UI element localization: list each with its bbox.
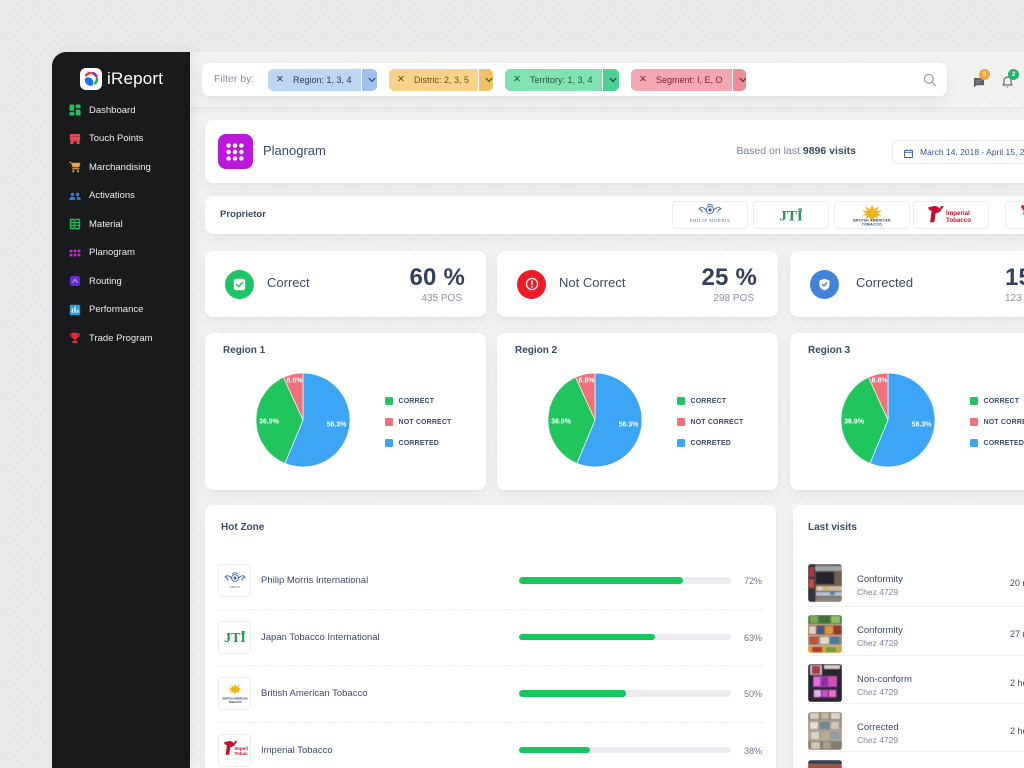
- svg-text:JTI: JTI: [779, 209, 803, 225]
- svg-text:36.9%: 36.9%: [551, 419, 572, 426]
- svg-text:6.8%: 6.8%: [871, 378, 888, 385]
- svg-text:6.8%: 6.8%: [578, 378, 595, 385]
- svg-text:56.3%: 56.3%: [618, 422, 639, 429]
- svg-text:56.3%: 56.3%: [326, 422, 347, 429]
- svg-text:36.9%: 36.9%: [844, 419, 865, 426]
- svg-text:JTI: JTI: [224, 631, 246, 646]
- svg-text:PHILIP: PHILIP: [229, 585, 240, 589]
- svg-text:Tobacco: Tobacco: [946, 217, 971, 224]
- svg-text:6.8%: 6.8%: [286, 378, 303, 385]
- svg-text:Imperial: Imperial: [946, 210, 970, 217]
- svg-text:BRITISH AMERICAN: BRITISH AMERICAN: [853, 219, 891, 223]
- svg-text:PHILIP MORRIS: PHILIP MORRIS: [690, 218, 731, 223]
- svg-text:Tobacco: Tobacco: [234, 751, 248, 756]
- svg-text:36.9%: 36.9%: [259, 419, 280, 426]
- svg-text:Imperial: Imperial: [234, 746, 248, 751]
- svg-text:TOBACCO: TOBACCO: [862, 223, 883, 227]
- svg-text:BRITISH AMERICAN: BRITISH AMERICAN: [222, 696, 247, 700]
- svg-text:56.3%: 56.3%: [911, 422, 932, 429]
- svg-text:TOBACCO: TOBACCO: [228, 700, 241, 704]
